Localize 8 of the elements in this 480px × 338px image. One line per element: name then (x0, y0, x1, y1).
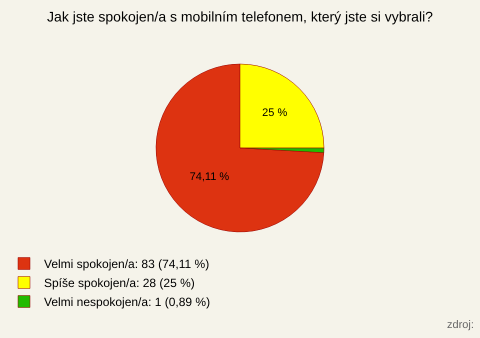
data-label: 74,11 % (190, 170, 230, 183)
legend-label: Velmi spokojen/a: 83 (74,11 %) (44, 257, 210, 272)
data-label: 25 % (262, 107, 288, 120)
text: zdroj: (447, 319, 474, 331)
legend-label: Spíše spokojen/a: 28 (25 %) (44, 276, 195, 290)
legend-label: Velmi nespokojen/a: 1 (0,89 %) (44, 295, 210, 310)
pie-slice (156, 64, 324, 232)
chart-title: Jak jste spokojen/a s mobilním telefonem, který jste si vybrali? (47, 8, 434, 25)
